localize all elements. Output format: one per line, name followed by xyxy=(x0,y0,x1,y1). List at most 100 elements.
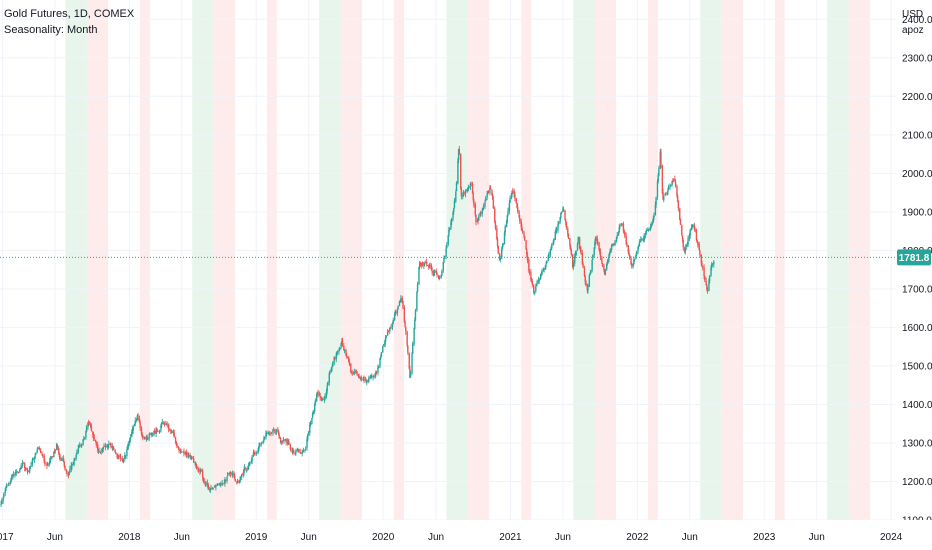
candle[interactable] xyxy=(354,369,357,375)
candle[interactable] xyxy=(71,461,73,470)
candle[interactable] xyxy=(261,441,263,444)
candle[interactable] xyxy=(360,375,362,382)
candle[interactable] xyxy=(434,269,436,273)
candle[interactable] xyxy=(606,258,609,266)
candle[interactable] xyxy=(186,449,188,459)
candle[interactable] xyxy=(112,446,115,450)
candle[interactable] xyxy=(484,199,486,209)
candle[interactable] xyxy=(108,440,110,448)
candle[interactable] xyxy=(487,190,490,194)
candle[interactable] xyxy=(178,447,180,454)
candle[interactable] xyxy=(167,423,170,433)
candle[interactable] xyxy=(663,195,665,203)
candle[interactable] xyxy=(594,236,597,246)
candle[interactable] xyxy=(386,329,389,337)
candle[interactable] xyxy=(39,447,42,454)
candle[interactable] xyxy=(497,245,499,255)
candle[interactable] xyxy=(494,220,497,231)
candle[interactable] xyxy=(491,189,493,196)
candle[interactable] xyxy=(701,265,704,271)
candle[interactable] xyxy=(541,268,543,276)
candle[interactable] xyxy=(404,320,406,328)
candle[interactable] xyxy=(496,225,498,241)
candle[interactable] xyxy=(220,481,222,488)
candle[interactable] xyxy=(361,378,363,381)
candle[interactable] xyxy=(190,455,193,461)
candle[interactable] xyxy=(204,481,207,487)
candle[interactable] xyxy=(59,453,61,462)
candle[interactable] xyxy=(353,368,355,376)
candle[interactable] xyxy=(512,187,514,194)
candle[interactable] xyxy=(392,317,394,325)
candle[interactable] xyxy=(26,467,29,475)
candle[interactable] xyxy=(592,254,594,261)
candle[interactable] xyxy=(93,433,95,441)
candle[interactable] xyxy=(270,432,273,435)
candle[interactable] xyxy=(648,227,650,231)
symbol-title[interactable]: Gold Futures, 1D, COMEX xyxy=(4,8,135,20)
candle[interactable] xyxy=(402,300,404,309)
candle[interactable] xyxy=(558,220,560,226)
candle[interactable] xyxy=(640,237,643,241)
candle[interactable] xyxy=(233,472,236,480)
candle[interactable] xyxy=(375,370,378,375)
candle[interactable] xyxy=(387,330,390,333)
candle[interactable] xyxy=(210,484,212,491)
candle[interactable] xyxy=(132,424,134,434)
candle[interactable] xyxy=(655,196,657,209)
candle[interactable] xyxy=(205,481,207,487)
candle[interactable] xyxy=(575,250,577,256)
candle[interactable] xyxy=(624,231,626,239)
candle[interactable] xyxy=(518,209,520,219)
candle[interactable] xyxy=(124,455,127,459)
candle[interactable] xyxy=(637,246,639,254)
candle[interactable] xyxy=(669,184,672,187)
candle[interactable] xyxy=(234,479,237,482)
candle[interactable] xyxy=(227,472,229,477)
candle[interactable] xyxy=(166,421,168,428)
candle[interactable] xyxy=(582,261,584,269)
candle[interactable] xyxy=(115,451,117,455)
candle[interactable] xyxy=(448,227,451,232)
candle[interactable] xyxy=(413,327,415,347)
candle[interactable] xyxy=(319,392,321,401)
candle[interactable] xyxy=(535,283,538,287)
candle[interactable] xyxy=(20,462,22,470)
candle[interactable] xyxy=(650,221,652,229)
candle[interactable] xyxy=(705,277,707,286)
candle[interactable] xyxy=(572,259,575,271)
candle[interactable] xyxy=(66,470,68,477)
candle[interactable] xyxy=(502,242,504,247)
candle[interactable] xyxy=(407,345,409,355)
candle[interactable] xyxy=(503,230,506,245)
candle[interactable] xyxy=(239,475,241,483)
candle[interactable] xyxy=(379,357,381,369)
candle[interactable] xyxy=(275,428,278,436)
candle[interactable] xyxy=(78,444,80,449)
candle[interactable] xyxy=(395,310,397,315)
candle[interactable] xyxy=(619,223,621,229)
candle[interactable] xyxy=(161,419,164,425)
candle[interactable] xyxy=(425,258,428,267)
candle[interactable] xyxy=(528,269,531,276)
candle[interactable] xyxy=(644,231,647,239)
candle[interactable] xyxy=(507,207,509,217)
candle[interactable] xyxy=(412,341,414,355)
candle[interactable] xyxy=(587,284,589,294)
candle[interactable] xyxy=(677,200,680,212)
candle[interactable] xyxy=(332,361,334,368)
candle[interactable] xyxy=(142,434,144,441)
candle[interactable] xyxy=(147,437,149,441)
candle[interactable] xyxy=(62,455,65,463)
candle[interactable] xyxy=(278,432,280,440)
candle[interactable] xyxy=(295,448,297,456)
candle[interactable] xyxy=(452,210,454,222)
candle[interactable] xyxy=(263,436,266,440)
candle[interactable] xyxy=(300,452,302,454)
candle[interactable] xyxy=(439,276,441,280)
candle[interactable] xyxy=(676,193,679,202)
candle[interactable] xyxy=(302,450,304,454)
candle[interactable] xyxy=(375,370,377,377)
candle[interactable] xyxy=(389,327,391,335)
candle[interactable] xyxy=(482,207,484,211)
